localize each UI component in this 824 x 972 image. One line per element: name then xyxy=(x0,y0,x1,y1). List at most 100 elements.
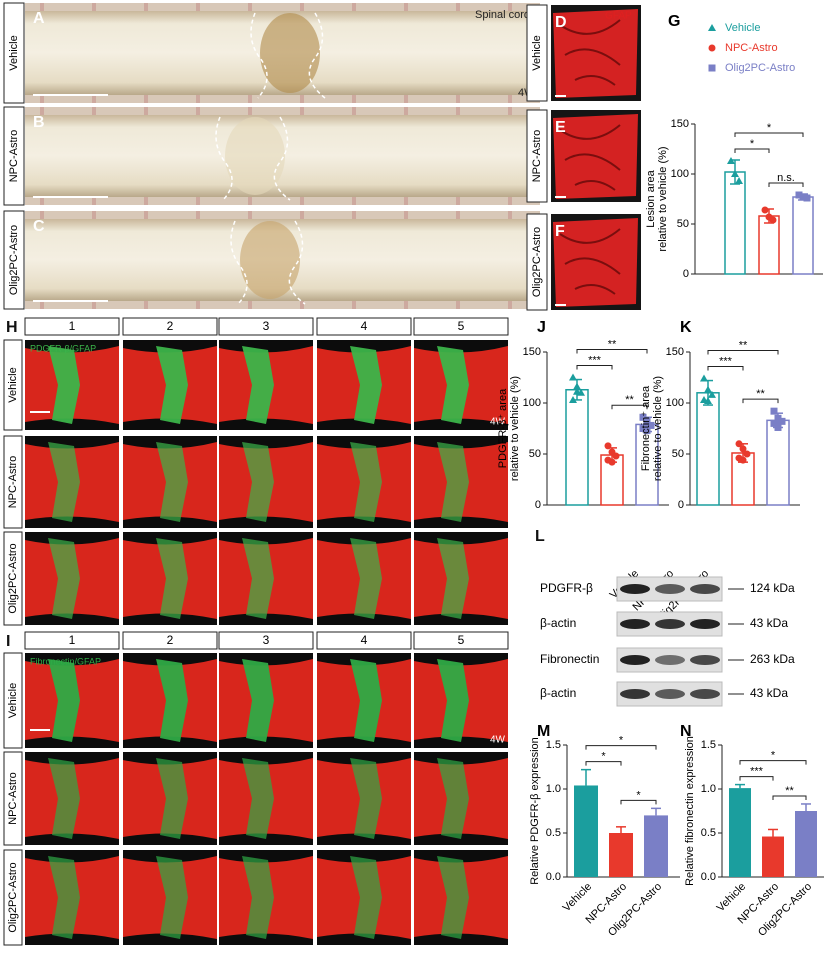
row-label-box xyxy=(3,2,25,104)
column-header: 1 xyxy=(69,633,76,647)
panel-letter: M xyxy=(537,723,550,740)
panel-letter: H xyxy=(6,319,18,336)
stain-label: PDGFR-β/GFAP xyxy=(30,343,96,353)
y-tick-label: 50 xyxy=(529,448,541,460)
column-header: 3 xyxy=(263,633,270,647)
y-axis-label: relative to vehicle (%) xyxy=(509,376,521,481)
sig-label: *** xyxy=(588,354,602,366)
blot-band xyxy=(690,689,720,699)
sig-bracket xyxy=(734,148,770,153)
column-header-box xyxy=(413,631,509,650)
row-label-box xyxy=(526,4,548,102)
scar-tissue xyxy=(437,659,469,742)
sig-bracket xyxy=(768,182,804,187)
lesion-outline xyxy=(230,220,248,305)
row-label: Olig2PC-Astro xyxy=(531,227,543,297)
y-axis-label: Fibronectin⁺ area xyxy=(640,385,652,471)
scar-tissue xyxy=(48,856,80,939)
data-point xyxy=(569,373,577,381)
data-point xyxy=(708,390,716,398)
data-point xyxy=(647,421,655,429)
row-label: Vehicle xyxy=(7,683,19,718)
photo-caption: Spinal cord xyxy=(475,9,530,21)
row-label: Olig2PC-Astro xyxy=(7,543,19,613)
band-label: β-actin xyxy=(540,686,576,700)
data-point xyxy=(739,445,747,453)
row-label: NPC-Astro xyxy=(8,130,20,183)
sig-bracket xyxy=(620,799,657,805)
panel-letter: F xyxy=(555,223,565,240)
data-point xyxy=(708,64,716,72)
row-label: NPC-Astro xyxy=(7,772,19,825)
time-label: 4W xyxy=(490,417,506,428)
row-label-box xyxy=(3,435,23,529)
y-tick-label: 0.5 xyxy=(701,827,716,839)
data-point xyxy=(569,395,577,403)
sig-label: ** xyxy=(625,394,634,406)
sig-label: * xyxy=(771,750,776,762)
row-label-box xyxy=(3,531,23,626)
scar-tissue xyxy=(48,659,80,742)
blot-band xyxy=(620,655,650,665)
data-point xyxy=(708,24,716,31)
bar xyxy=(609,833,633,877)
column-header: 4 xyxy=(361,633,368,647)
panel-letter: I xyxy=(6,633,10,650)
gfap-texture xyxy=(559,228,621,295)
scar-tissue xyxy=(437,442,469,522)
data-point xyxy=(643,427,651,435)
y-axis-label: PDGFR-β⁺ area xyxy=(497,388,509,468)
lesion-outline xyxy=(250,12,268,99)
band-size: 263 kDa xyxy=(750,652,795,666)
blot-band xyxy=(655,619,685,629)
band-label: β-actin xyxy=(540,616,576,630)
bar xyxy=(574,785,598,877)
row-label-box xyxy=(3,106,25,206)
legend-label: Vehicle xyxy=(725,22,760,34)
data-point xyxy=(774,414,782,422)
lesion xyxy=(225,117,285,195)
scar-tissue xyxy=(242,538,274,619)
data-point xyxy=(608,458,616,466)
lesion-outline xyxy=(215,116,233,201)
scar-tissue xyxy=(242,758,274,839)
sig-label: * xyxy=(636,789,641,801)
y-tick-label: 1.5 xyxy=(546,739,561,751)
column-header: 5 xyxy=(458,633,465,647)
y-axis-label: relative to vehicle (%) xyxy=(657,146,669,251)
blot-band xyxy=(690,584,720,594)
column-header: 2 xyxy=(167,633,174,647)
column-header: 5 xyxy=(458,319,465,333)
bar xyxy=(565,388,589,506)
scar-tissue xyxy=(156,856,188,939)
data-point xyxy=(704,385,712,393)
scar-tissue xyxy=(242,856,274,939)
blot-band xyxy=(690,655,720,665)
y-tick-label: 0 xyxy=(535,499,541,511)
column-header-box xyxy=(316,317,412,336)
bar xyxy=(795,811,817,877)
bar xyxy=(758,215,780,275)
y-tick-label: 0 xyxy=(683,268,689,280)
scar-tissue xyxy=(156,346,188,424)
y-tick-label: 50 xyxy=(677,218,689,230)
band-size: 43 kDa xyxy=(750,686,788,700)
data-point xyxy=(769,216,777,224)
scar-tissue xyxy=(437,758,469,839)
y-tick-label: 0 xyxy=(678,499,684,511)
blot-band xyxy=(620,689,650,699)
scar-tissue xyxy=(350,758,382,839)
stain-label: Fibronectin/GFAP xyxy=(30,656,101,666)
row-label-box xyxy=(3,849,23,946)
sig-label: * xyxy=(619,735,624,747)
panel-letter: N xyxy=(680,723,692,740)
sig-bracket xyxy=(739,776,774,781)
column-header-box xyxy=(316,631,412,650)
sig-label: * xyxy=(750,138,755,150)
bar xyxy=(729,788,751,877)
panel-letter: E xyxy=(555,119,566,136)
data-point xyxy=(739,456,747,464)
y-axis-label: Lesion area xyxy=(645,169,657,227)
data-point xyxy=(639,413,647,421)
